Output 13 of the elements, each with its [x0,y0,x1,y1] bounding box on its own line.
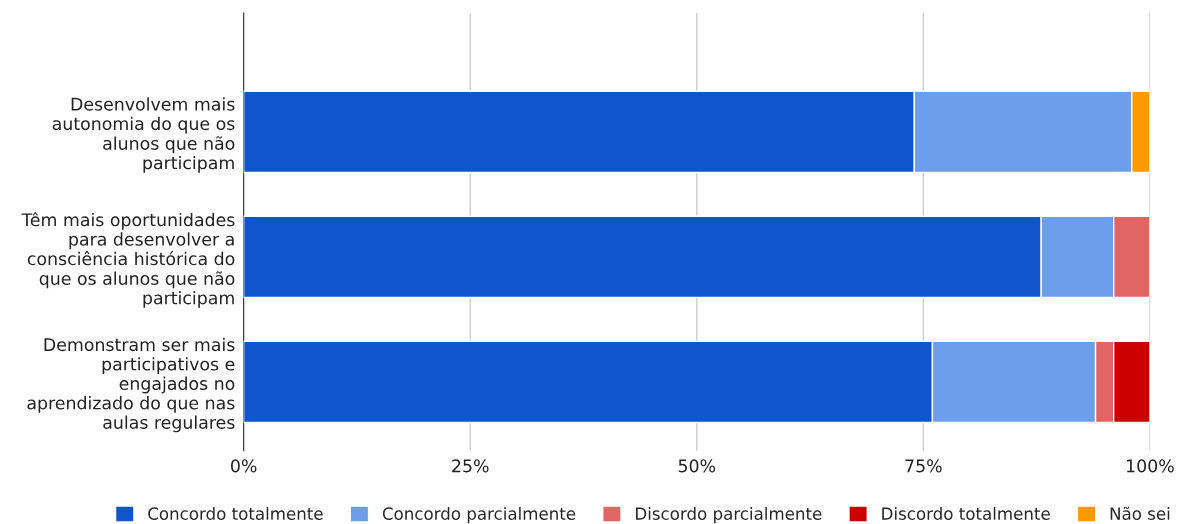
legend-label: Concordo parcialmente [382,507,576,524]
x-tick-label: 75% [905,459,942,473]
legend-label: Concordo totalmente [148,507,323,520]
x-tick-label: 50% [678,459,716,473]
y-tick-label: Têm mais oportunidades para desenvolver a consciência histórica do que os alunos que não participam [21,212,235,308]
legend-label: Discordo totalmente [882,507,1050,520]
x-tick-label: 100% [1127,459,1174,473]
y-tick-label: Desenvolvem mais autonomia do que os alunos que não participam [52,97,235,173]
x-tick-label: 0% [231,459,257,473]
legend-label: Discordo parcialmente [636,507,822,524]
legend-label: Não sei [1110,506,1170,520]
x-tick-label: 25% [452,459,489,473]
y-tick-label: Demonstram ser mais participativos e engajados no aprendizado do que nas aulas regulares [27,337,235,433]
